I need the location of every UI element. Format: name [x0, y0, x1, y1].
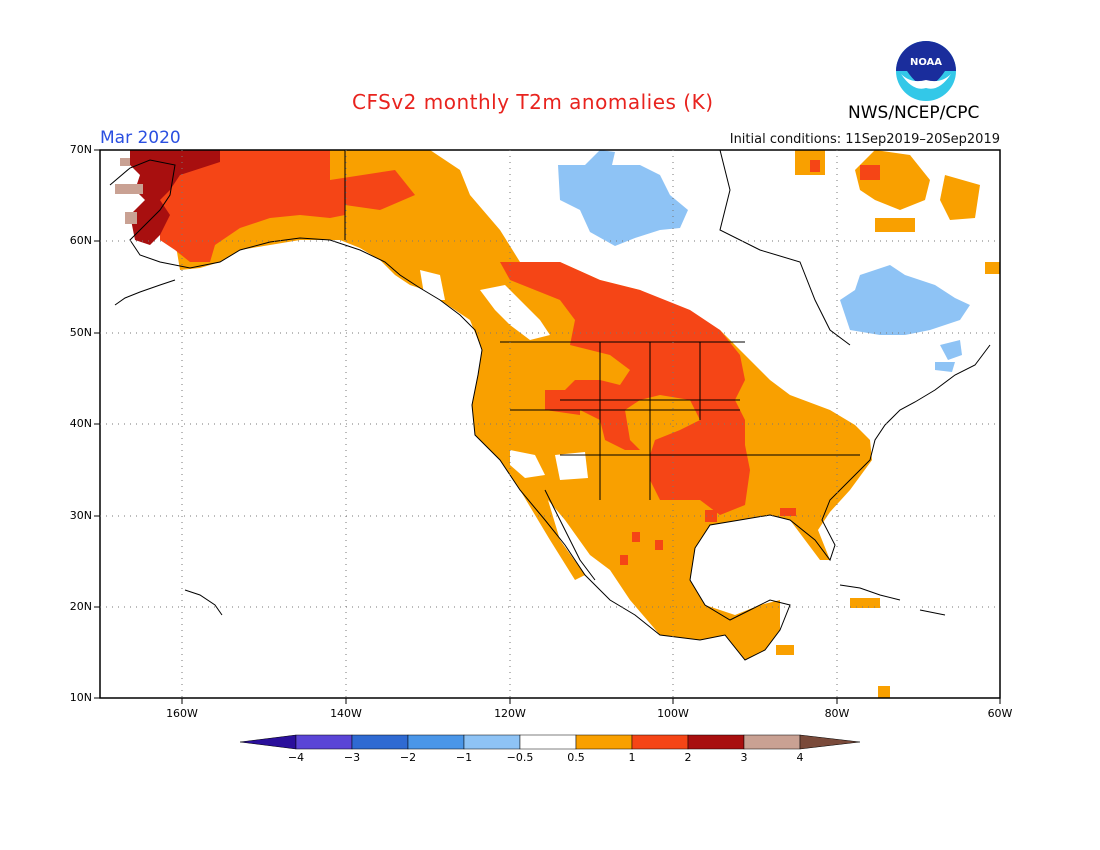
colorbar-cell-4 — [463, 734, 521, 750]
colorbar — [239, 734, 861, 750]
lat-label-70n: 70N — [69, 143, 92, 156]
lat-label-60n: 60N — [69, 234, 92, 247]
noaa-logo-text: NOAA — [910, 57, 942, 68]
lat-label-50n: 50N — [69, 326, 92, 339]
organization-label: NWS/NCEP/CPC — [848, 103, 980, 123]
lon-label-80w: 80W — [824, 707, 850, 720]
lat-label-20n: 20N — [69, 600, 92, 613]
colorbar-label: 0.5 — [567, 751, 585, 764]
forecast-month: Mar 2020 — [100, 128, 181, 148]
initial-conditions: Initial conditions: 11Sep2019–20Sep2019 — [729, 132, 1000, 147]
anomaly-fill-tan — [115, 158, 143, 224]
colorbar-label: −4 — [287, 751, 305, 764]
anomaly-fill-red — [160, 150, 880, 565]
colorbar-cell-2 — [351, 734, 409, 750]
colorbar-cell-9 — [743, 734, 801, 750]
colorbar-cell-5 — [519, 734, 577, 750]
colorbar-cell-6 — [575, 734, 633, 750]
colorbar-cell-1 — [295, 734, 353, 750]
colorbar-cell-7 — [631, 734, 689, 750]
gridlines — [100, 150, 1000, 698]
lon-label-60w: 60W — [987, 707, 1013, 720]
colorbar-label: 3 — [740, 751, 748, 764]
lon-label-100w: 100W — [657, 707, 689, 720]
lon-label-160w: 160W — [166, 707, 198, 720]
colorbar-cell-8 — [687, 734, 745, 750]
colorbar-low-arrow — [239, 734, 297, 750]
colorbar-label: −1 — [455, 751, 473, 764]
map-title: CFSv2 monthly T2m anomalies (K) — [352, 90, 714, 114]
noaa-logo: NOAA — [896, 41, 956, 101]
anomaly-fill-lightblue — [558, 150, 970, 372]
colorbar-cell-3 — [407, 734, 465, 750]
colorbar-label: 2 — [684, 751, 692, 764]
colorbar-label: 1 — [628, 751, 636, 764]
lon-label-140w: 140W — [330, 707, 362, 720]
lat-label-40n: 40N — [69, 417, 92, 430]
lat-label-10n: 10N — [69, 691, 92, 704]
axis-ticks — [94, 149, 1001, 704]
lat-label-30n: 30N — [69, 509, 92, 522]
colorbar-high-arrow — [799, 734, 861, 750]
colorbar-label: 4 — [796, 751, 804, 764]
anomaly-fill-white — [420, 270, 588, 480]
anomaly-fill-darkred — [130, 150, 220, 245]
colorbar-label: −3 — [343, 751, 361, 764]
colorbar-label: −0.5 — [506, 751, 534, 764]
lon-label-120w: 120W — [494, 707, 526, 720]
colorbar-label: −2 — [399, 751, 417, 764]
